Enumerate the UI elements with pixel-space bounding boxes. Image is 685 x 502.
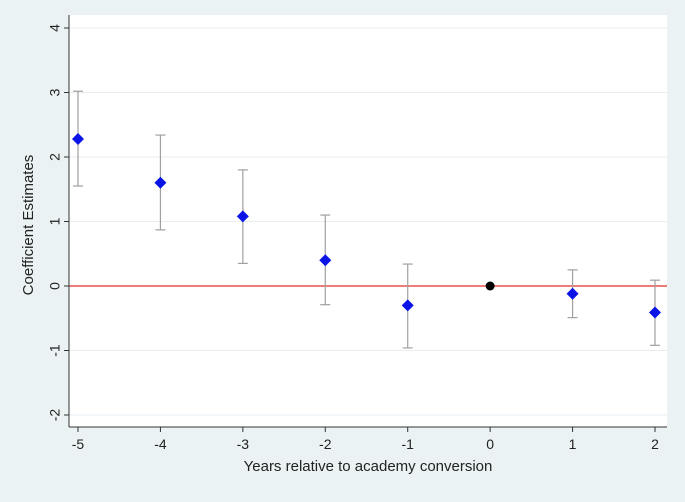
x-tick-label: -5	[72, 436, 85, 452]
y-tick-label: 2	[47, 153, 63, 161]
y-tick-label: -1	[47, 344, 63, 357]
data-point-diamond	[566, 287, 579, 300]
data-point-diamond	[154, 176, 167, 189]
y-axis-label: Coefficient Estimates	[20, 155, 37, 296]
x-tick-label: -4	[154, 436, 167, 452]
x-tick-label: -3	[237, 436, 250, 452]
y-tick-label: 4	[47, 24, 63, 32]
data-point-diamond	[319, 254, 332, 267]
x-tick-label: -1	[401, 436, 414, 452]
y-tick-label: 1	[47, 217, 63, 225]
x-tick-label: 2	[651, 436, 659, 452]
data-point-diamond	[72, 132, 84, 145]
y-tick-label: 0	[47, 282, 63, 290]
x-axis-label: Years relative to academy conversion	[244, 458, 493, 475]
x-tick-label: -2	[319, 436, 332, 452]
y-tick-label: 3	[47, 88, 63, 96]
data-point-circle	[485, 281, 495, 291]
x-tick-label: 0	[486, 436, 494, 452]
grid-layer	[69, 27, 667, 416]
x-tick-label: 1	[569, 436, 577, 452]
y-tick-label: -2	[47, 409, 63, 422]
data-point-diamond	[649, 306, 661, 319]
axis-layer: -2 -1 0 1 2 3 4 -5 -4 -3 -2 -1 0 1 2	[47, 15, 667, 452]
data-point-diamond	[236, 210, 249, 223]
data-point-diamond	[401, 299, 414, 312]
marker-layer	[72, 132, 661, 319]
